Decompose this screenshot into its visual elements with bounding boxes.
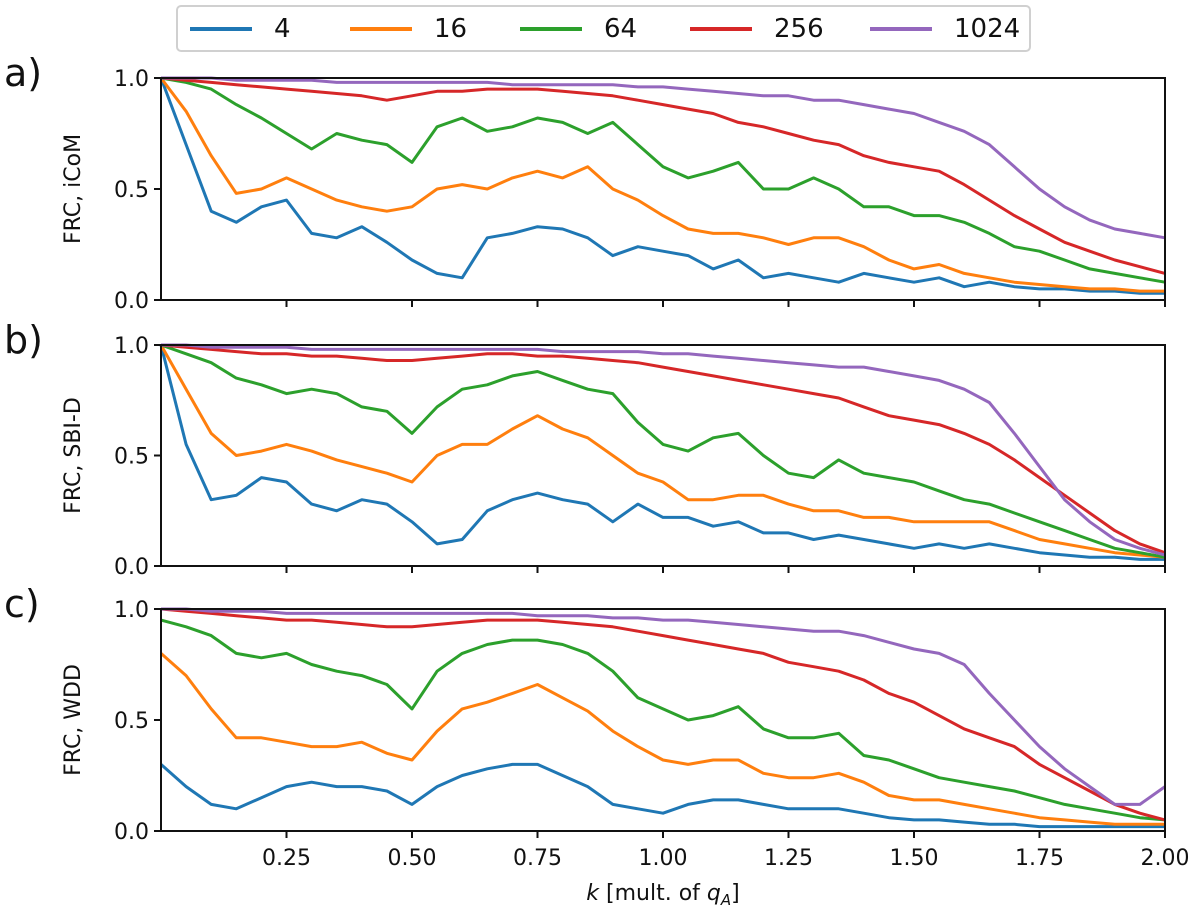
series-line-1024 (161, 76, 1166, 240)
y-tick-label: 0.5 (114, 709, 149, 734)
x-axis-label: k [mult. of qA] (586, 881, 739, 909)
panel-label: a) (4, 51, 42, 95)
series-line-64 (160, 618, 1166, 822)
legend-label: 4 (274, 13, 291, 44)
panel-3: 0.0 0.5 1.0 FRC, WDD c) (4, 582, 1166, 845)
series-line-64 (160, 76, 1166, 284)
panel-2: 0.0 0.5 1.0 FRC, SBI-D b) (4, 318, 1166, 580)
series-line-16 (159, 77, 1165, 293)
y-tick-label: 0.5 (114, 178, 149, 203)
legend-swatch (350, 26, 412, 31)
legend: 4 16 64 256 1024 (176, 5, 1031, 52)
series-line-16 (159, 344, 1166, 559)
series-line-64 (160, 343, 1166, 559)
y-tick-label: 0.0 (114, 289, 149, 314)
x-tick-label: 1.50 (890, 846, 939, 871)
y-tick-label: 0.5 (114, 445, 149, 470)
legend-label: 1024 (954, 13, 1021, 44)
legend-item-64: 64 (520, 7, 637, 50)
panel-1: 0.0 0.5 1.0 0.25 0.50 0.75 1.00 1.25 1.50 1.75 2.0… (4, 51, 1189, 871)
y-axis-label: FRC, WDD (61, 664, 86, 776)
y-axis-label: FRC, iCoM (61, 134, 86, 244)
legend-item-256: 256 (690, 7, 824, 50)
series-line-4 (160, 762, 1165, 829)
x-tick-label: 0.50 (388, 846, 437, 871)
x-tick-label: 1.25 (764, 846, 813, 871)
panel-label: b) (4, 318, 43, 362)
series-line-4 (159, 344, 1165, 561)
legend-label: 64 (604, 13, 638, 44)
y-tick-label: 1.0 (114, 598, 149, 623)
legend-item-1024: 1024 (870, 7, 1020, 50)
panel-label: c) (4, 582, 40, 626)
x-tick-label: 0.75 (513, 846, 562, 871)
legend-label: 16 (434, 13, 468, 44)
legend-swatch (520, 26, 582, 31)
series-line-256 (160, 76, 1166, 275)
legend-label: 256 (774, 13, 824, 44)
y-tick-label: 1.0 (114, 334, 149, 359)
series-line-256 (160, 607, 1166, 822)
series-line-4 (159, 77, 1165, 295)
y-tick-label: 0.0 (114, 555, 149, 580)
legend-swatch (870, 26, 932, 31)
x-tick-label: 2.00 (1141, 846, 1190, 871)
series-line-256 (160, 343, 1166, 555)
x-tick-label: 1.75 (1015, 846, 1064, 871)
plot-frame (160, 344, 1166, 567)
series-line-1024 (161, 343, 1166, 557)
legend-swatch (690, 26, 752, 31)
y-tick-label: 1.0 (114, 67, 149, 92)
series-line-1024 (161, 607, 1166, 806)
x-tick-label: 0.25 (262, 846, 311, 871)
legend-swatch (190, 26, 252, 31)
series-line-16 (160, 652, 1165, 826)
y-tick-label: 0.0 (114, 820, 149, 845)
legend-item-4: 4 (190, 7, 291, 50)
y-axis-label: FRC, SBI-D (61, 397, 86, 514)
x-tick-label: 1.00 (639, 846, 688, 871)
legend-item-16: 16 (350, 7, 467, 50)
